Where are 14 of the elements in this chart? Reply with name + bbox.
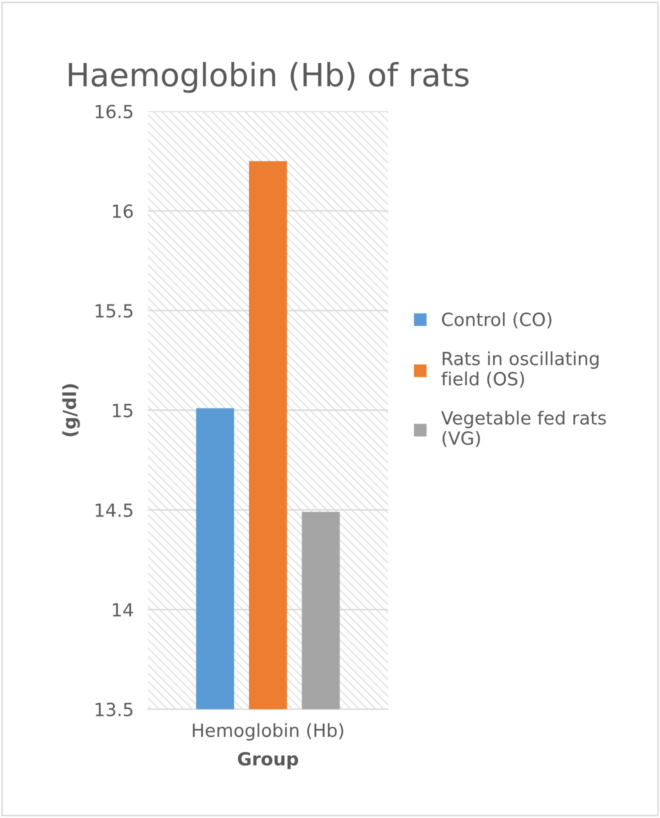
- x-axis-title: Group: [238, 752, 298, 770]
- legend-label: Vegetable fed rats (VG): [441, 410, 606, 448]
- y-tick-label: 15.5: [96, 304, 132, 318]
- chart-title: Haemoglobin (Hb) of rats: [68, 62, 469, 93]
- y-tick-label: 16: [112, 204, 133, 218]
- y-tick-label: 15: [112, 404, 132, 418]
- y-axis-title: (g/dl): [62, 384, 80, 436]
- y-tick-label: 16.5: [96, 104, 132, 118]
- x-tick-label: Hemoglobin (Hb): [192, 723, 344, 741]
- legend-label: Rats in oscillating field (OS): [441, 351, 599, 388]
- legend-label: Control (CO): [442, 312, 552, 328]
- y-tick-label: 14.5: [96, 504, 132, 518]
- y-tick-label: 14: [112, 603, 133, 616]
- y-tick-label: 13.5: [96, 702, 132, 716]
